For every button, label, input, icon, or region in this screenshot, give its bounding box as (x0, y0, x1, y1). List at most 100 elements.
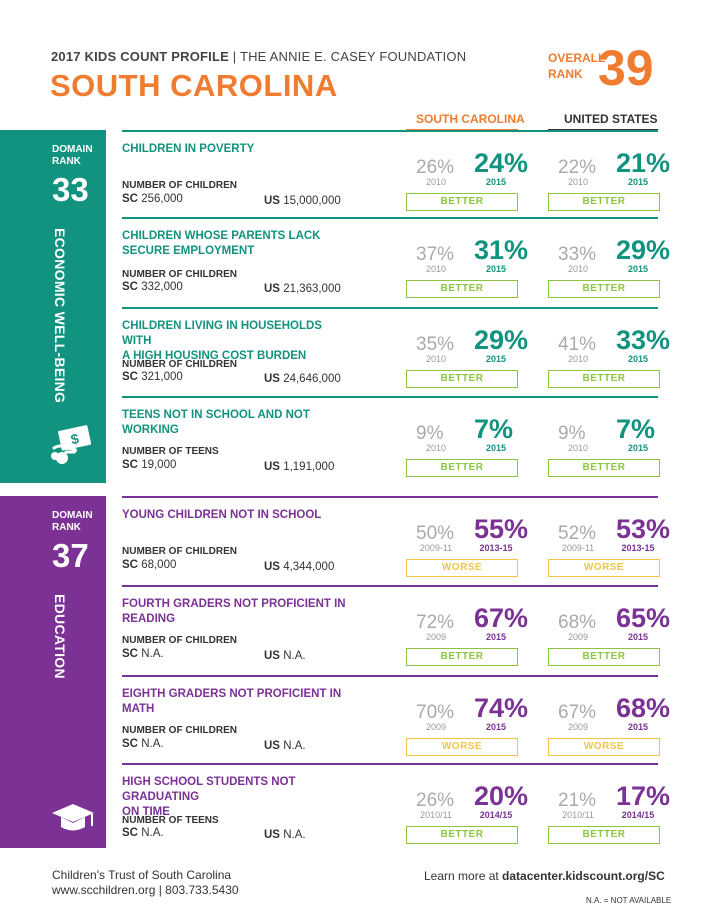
sc-new-percent: 67% (474, 603, 529, 633)
overall-rank-value: 39 (598, 40, 654, 96)
count-sc-value: 332,000 (141, 281, 183, 293)
sc-old-percent: 70% (416, 702, 455, 723)
indicator-row: YOUNG CHILDREN NOT IN SCHOOL NUMBER OF CH… (122, 496, 670, 584)
sc-old-percent: 37% (416, 244, 455, 265)
indicator-name: CHILDREN IN POVERTY (122, 142, 352, 157)
count-us-value: N.A. (283, 829, 306, 841)
count-sc: SC 19,000 (122, 459, 176, 471)
learn-more-link[interactable]: datacenter.kidscount.org/SC (502, 869, 665, 883)
indicator-row: HIGH SCHOOL STUDENTS NOT GRADUATING ON TI… (122, 763, 670, 851)
indicator-name-line-1: TEENS NOT IN SCHOOL AND NOT WORKING (122, 409, 310, 436)
sc-new-year: 2015 (485, 354, 507, 364)
count-sc: SC 256,000 (122, 193, 183, 205)
us-old-year: 2010 (567, 177, 589, 187)
domain-name: ECONOMIC WELL-BEING (52, 228, 68, 404)
sc-new-year: 2015 (485, 632, 507, 642)
overall-label-line-2: RANK (548, 67, 583, 81)
sc-old-year: 2010 (425, 177, 447, 187)
sc-new-year: 2015 (485, 722, 507, 732)
sc-old-year: 2009-11 (419, 543, 453, 553)
us-new-year: 2015 (627, 354, 649, 364)
indicator-name: YOUNG CHILDREN NOT IN SCHOOL (122, 508, 352, 523)
profile-header: 2017 KIDS COUNT PROFILE | THE ANNIE E. C… (51, 49, 466, 64)
count-sc-value: 256,000 (141, 193, 183, 205)
count-sc: SC 321,000 (122, 371, 183, 383)
sc-new-percent: 29% (474, 325, 529, 355)
count-sc-value: N.A. (141, 827, 164, 839)
count-sc-prefix: SC (122, 648, 138, 660)
count-sc-prefix: SC (122, 371, 138, 383)
count-label: NUMBER OF CHILDREN (122, 180, 237, 191)
us-old-percent: 9% (558, 423, 586, 444)
sc-trend-badge: BETTER (406, 826, 518, 844)
us-old-percent: 68% (558, 612, 597, 633)
sc-old-percent: 26% (416, 157, 455, 178)
count-us: US N.A. (264, 650, 306, 662)
us-old-percent: 41% (558, 334, 597, 355)
sc-new-percent: 20% (474, 781, 529, 811)
count-sc-value: 19,000 (141, 459, 177, 471)
sc-new-year: 2014/15 (479, 810, 513, 820)
column-header-us: UNITED STATES (564, 112, 658, 126)
sc-old-year: 2010/11 (420, 810, 452, 820)
us-old-year: 2009 (567, 722, 589, 732)
count-us: US 24,646,000 (264, 373, 341, 385)
sc-new-year: 2015 (485, 443, 507, 453)
sc-new-percent: 74% (474, 693, 529, 723)
sc-trend-badge: BETTER (406, 193, 518, 211)
count-us: US 15,000,000 (264, 195, 341, 207)
us-new-year: 2015 (627, 632, 649, 642)
indicator-name-line-1: HIGH SCHOOL STUDENTS NOT GRADUATING (122, 776, 296, 803)
us-new-percent: 68% (616, 693, 671, 723)
sc-old-year: 2010 (425, 264, 447, 274)
indicator-name: HIGH SCHOOL STUDENTS NOT GRADUATING ON TI… (122, 775, 352, 820)
count-us-value: 15,000,000 (283, 195, 341, 207)
us-old-percent: 67% (558, 702, 597, 723)
us-trend-badge: BETTER (548, 826, 660, 844)
footer-org: Children's Trust of South Carolina (52, 868, 232, 882)
sc-new-year: 2015 (485, 177, 507, 187)
count-label: NUMBER OF CHILDREN (122, 635, 237, 646)
count-us: US 21,363,000 (264, 283, 341, 295)
indicator-name: TEENS NOT IN SCHOOL AND NOT WORKING (122, 408, 352, 438)
us-old-year: 2009 (567, 632, 589, 642)
sc-trend-badge: WORSE (406, 738, 518, 756)
indicator-row: EIGHTH GRADERS NOT PROFICIENT IN MATH NUM… (122, 675, 670, 763)
count-us-value: N.A. (283, 740, 306, 752)
sc-trend-badge: BETTER (406, 370, 518, 388)
footer-contact: Children's Trust of South Carolina www.s… (52, 868, 239, 898)
count-sc: SC 332,000 (122, 281, 183, 293)
indicator-name-line-1: CHILDREN WHOSE PARENTS LACK (122, 230, 321, 242)
indicator-name: EIGHTH GRADERS NOT PROFICIENT IN MATH (122, 687, 352, 717)
count-us: US N.A. (264, 740, 306, 752)
us-old-year: 2010 (567, 354, 589, 364)
us-new-percent: 17% (616, 781, 671, 811)
count-us-value: 24,646,000 (283, 373, 341, 385)
count-sc-prefix: SC (122, 738, 138, 750)
row-divider (122, 496, 658, 498)
sc-trend-badge: WORSE (406, 559, 518, 577)
row-divider (122, 130, 658, 132)
count-sc-value: N.A. (141, 648, 164, 660)
sc-trend-badge: BETTER (406, 648, 518, 666)
indicator-name: CHILDREN LIVING IN HOUSEHOLDS WITH A HIGH… (122, 319, 352, 364)
count-us-prefix: US (264, 650, 280, 662)
sc-old-percent: 9% (416, 423, 444, 444)
na-note: N.A. = NOT AVAILABLE (586, 896, 672, 905)
indicator-name-line-2: SECURE EMPLOYMENT (122, 245, 255, 257)
indicator-row: TEENS NOT IN SCHOOL AND NOT WORKING NUMBE… (122, 396, 660, 484)
us-old-percent: 21% (558, 790, 597, 811)
count-us-prefix: US (264, 561, 280, 573)
sc-old-year: 2010 (425, 443, 447, 453)
count-sc-value: N.A. (141, 738, 164, 750)
indicator-name-line-2: ON TIME (122, 806, 170, 818)
indicator-name-line-1: FOURTH GRADERS NOT PROFICIENT IN READING (122, 598, 346, 625)
count-sc: SC 68,000 (122, 559, 176, 571)
svg-text:$: $ (69, 430, 80, 447)
count-us-prefix: US (264, 829, 280, 841)
sc-new-percent: 7% (474, 414, 514, 444)
us-new-year: 2014/15 (621, 810, 655, 820)
count-sc-prefix: SC (122, 559, 138, 571)
indicator-name-line-2: A HIGH HOUSING COST BURDEN (122, 350, 307, 362)
graduation-cap-icon (50, 800, 96, 841)
